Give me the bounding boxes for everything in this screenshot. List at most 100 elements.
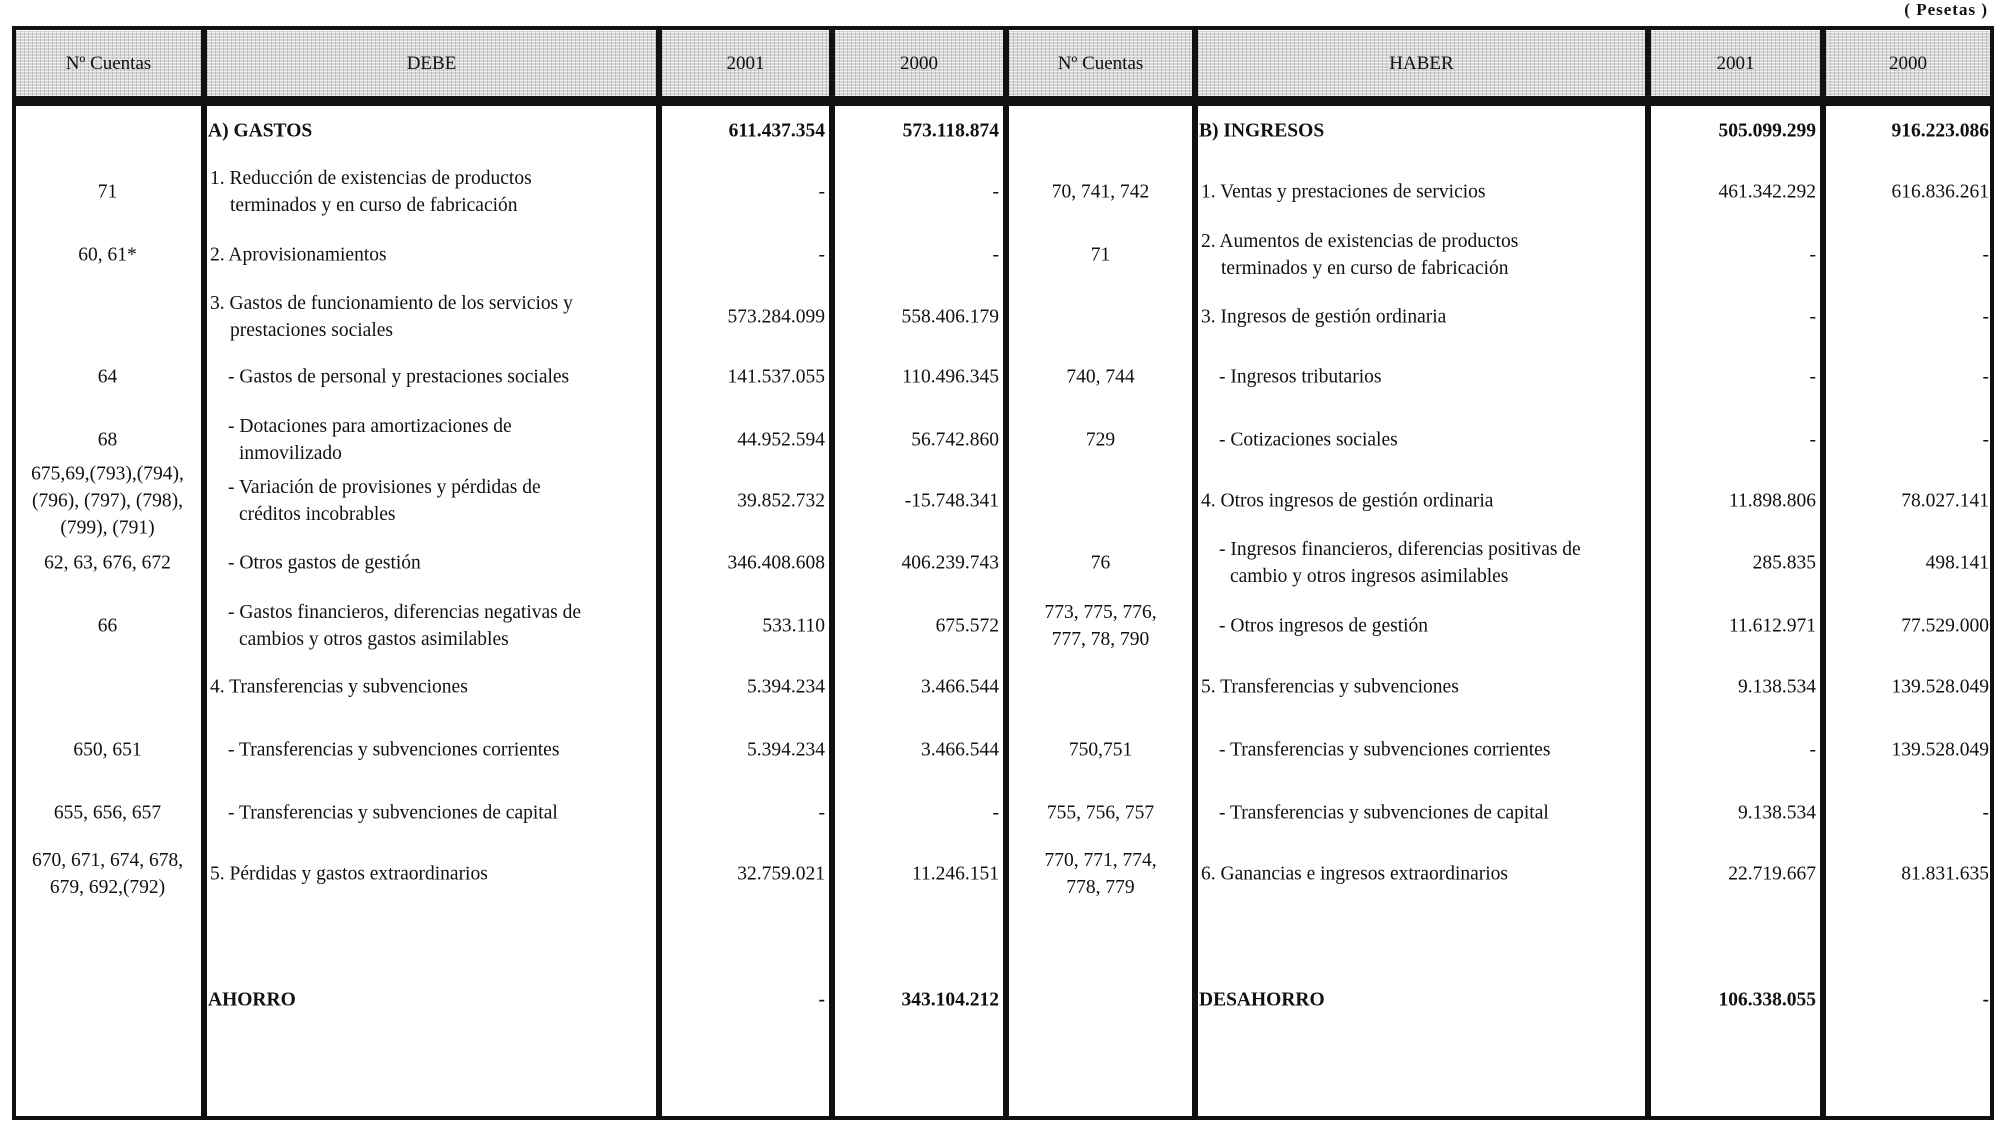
haber-2000-cell: 616.836.261 [1891,181,1990,203]
column-divider [1003,26,1009,1120]
debe-concept-cell: 2. Aprovisionamientos [210,244,387,266]
header-accounts-haber: Nº Cuentas [1009,31,1192,96]
header-haber-2001: 2001 [1651,31,1820,96]
debe-concept-cell: - Transferencias y subvenciones corrient… [228,739,560,761]
debe-concept-cell: A) GASTOS [208,120,313,142]
haber-concept-cell: 3. Ingresos de gestión ordinaria [1201,306,1447,328]
debe-2001-cell: 44.952.594 [737,429,825,451]
debe-concept-cell: 4. Transferencias y subvenciones [210,676,468,698]
haber-2000-cell: - [1982,244,1990,266]
debe-account-cell: 655, 656, 657 [53,802,162,824]
debe-concept-cell: 5. Pérdidas y gastos extraordinarios [210,863,488,885]
haber-concept-cell: - Cotizaciones sociales [1219,429,1398,451]
haber-2001-cell: 461.342.292 [1718,181,1817,203]
debe-2000-cell: 573.118.874 [902,120,999,142]
column-divider [201,26,207,1120]
debe-2000-cell: 3.466.544 [921,739,999,761]
debe-2001-cell: - [818,802,826,824]
debe-2000-cell: 343.104.212 [901,989,1000,1011]
debe-concept-cell: - Dotaciones para amortizaciones de inmo… [228,416,512,464]
header-accounts-debe: Nº Cuentas [16,31,201,96]
haber-2000-cell: - [1982,306,1990,328]
haber-2000-cell: - [1982,989,1990,1011]
debe-2001-cell: 39.852.732 [737,490,825,512]
debe-2000-cell: -15.748.341 [904,490,999,512]
debe-account-cell: 670, 671, 674, 678, 679, 692,(792) [31,850,184,898]
debe-account-cell: 675,69,(793),(794), (796), (797), (798),… [31,463,184,539]
haber-2000-cell: 498.141 [1925,552,1989,574]
debe-concept-cell: - Otros gastos de gestión [228,552,421,574]
debe-concept-cell: - Gastos de personal y prestaciones soci… [228,366,570,388]
haber-account-cell: 76 [1090,552,1111,574]
haber-2001-cell: 106.338.055 [1718,989,1817,1011]
haber-2001-cell: - [1809,429,1817,451]
haber-account-cell: 729 [1085,429,1116,451]
haber-account-cell: 770, 771, 774, 778, 779 [1044,850,1157,898]
column-divider [1820,26,1826,1120]
haber-2000-cell: 139.528.049 [1891,676,1990,698]
debe-account-cell: 62, 63, 676, 672 [44,552,171,574]
haber-account-cell: 755, 756, 757 [1046,802,1155,824]
debe-2001-cell: 5.394.234 [747,676,825,698]
haber-2001-cell: 505.099.299 [1718,120,1817,142]
debe-2000-cell: - [992,802,1000,824]
haber-account-cell: 70, 741, 742 [1051,181,1150,203]
debe-2001-cell: 346.408.608 [727,552,826,574]
haber-2001-cell: 11.612.971 [1728,615,1816,637]
debe-account-cell: 650, 651 [73,739,142,761]
haber-2000-cell: - [1982,429,1990,451]
header-haber-2000: 2000 [1826,31,1990,96]
debe-2001-cell: - [818,244,826,266]
debe-2000-cell: 558.406.179 [901,306,1000,328]
haber-concept-cell: - Transferencias y subvenciones corrient… [1219,739,1551,761]
haber-concept-cell: 4. Otros ingresos de gestión ordinaria [1201,490,1494,512]
haber-2000-cell: 139.528.049 [1891,739,1990,761]
debe-2000-cell: - [992,181,1000,203]
haber-concept-cell: - Ingresos financieros, diferencias posi… [1219,539,1581,587]
debe-account-cell: 64 [97,366,118,388]
haber-2000-cell: 78.027.141 [1901,490,1989,512]
debe-2001-cell: 32.759.021 [737,863,825,885]
haber-2000-cell: 81.831.635 [1901,863,1989,885]
debe-account-cell: 68 [97,429,118,451]
debe-concept-cell: - Transferencias y subvenciones de capit… [228,802,558,824]
haber-concept-cell: DESAHORRO [1199,989,1325,1011]
haber-2000-cell: 77.529.000 [1901,615,1989,637]
debe-concept-cell: - Gastos financieros, diferencias negati… [228,602,582,650]
haber-concept-cell: B) INGRESOS [1199,120,1325,142]
column-divider [829,26,835,1120]
debe-2001-cell: 533.110 [762,615,825,637]
debe-2000-cell: 56.742.860 [911,429,999,451]
header-debe: DEBE [207,31,656,96]
debe-2001-cell: - [818,989,826,1011]
debe-2001-cell: 573.284.099 [727,306,826,328]
haber-2000-cell: - [1982,802,1990,824]
header-debe-2001: 2001 [662,31,829,96]
header-haber: HABER [1198,31,1645,96]
haber-2001-cell: 9.138.534 [1738,802,1816,824]
debe-2000-cell: 406.239.743 [901,552,1000,574]
debe-account-cell: 66 [97,615,118,637]
debe-2000-cell: 11.246.151 [911,863,999,885]
haber-2001-cell: 285.835 [1752,552,1816,574]
column-divider [656,26,662,1120]
haber-concept-cell: 1. Ventas y prestaciones de servicios [1201,181,1486,203]
debe-concept-cell: AHORRO [208,989,296,1011]
haber-account-cell: 740, 744 [1066,366,1135,388]
debe-2001-cell: 5.394.234 [747,739,825,761]
haber-2001-cell: - [1809,306,1817,328]
haber-2001-cell: 22.719.667 [1728,863,1816,885]
debe-2001-cell: - [818,181,826,203]
haber-account-cell: 773, 775, 776, 777, 78, 790 [1044,602,1157,650]
haber-account-cell: 71 [1090,244,1111,266]
debe-2001-cell: 141.537.055 [727,366,826,388]
currency-unit-label: ( Pesetas ) [1904,0,1988,19]
haber-concept-cell: - Transferencias y subvenciones de capit… [1219,802,1549,824]
haber-2001-cell: - [1809,739,1817,761]
header-debe-2000: 2000 [835,31,1003,96]
haber-concept-cell: 6. Ganancias e ingresos extraordinarios [1201,863,1509,885]
haber-2001-cell: 11.898.806 [1728,490,1816,512]
debe-concept-cell: - Variación de provisiones y pérdidas de… [228,477,541,525]
debe-2001-cell: 611.437.354 [728,120,825,142]
debe-2000-cell: 675.572 [935,615,999,637]
